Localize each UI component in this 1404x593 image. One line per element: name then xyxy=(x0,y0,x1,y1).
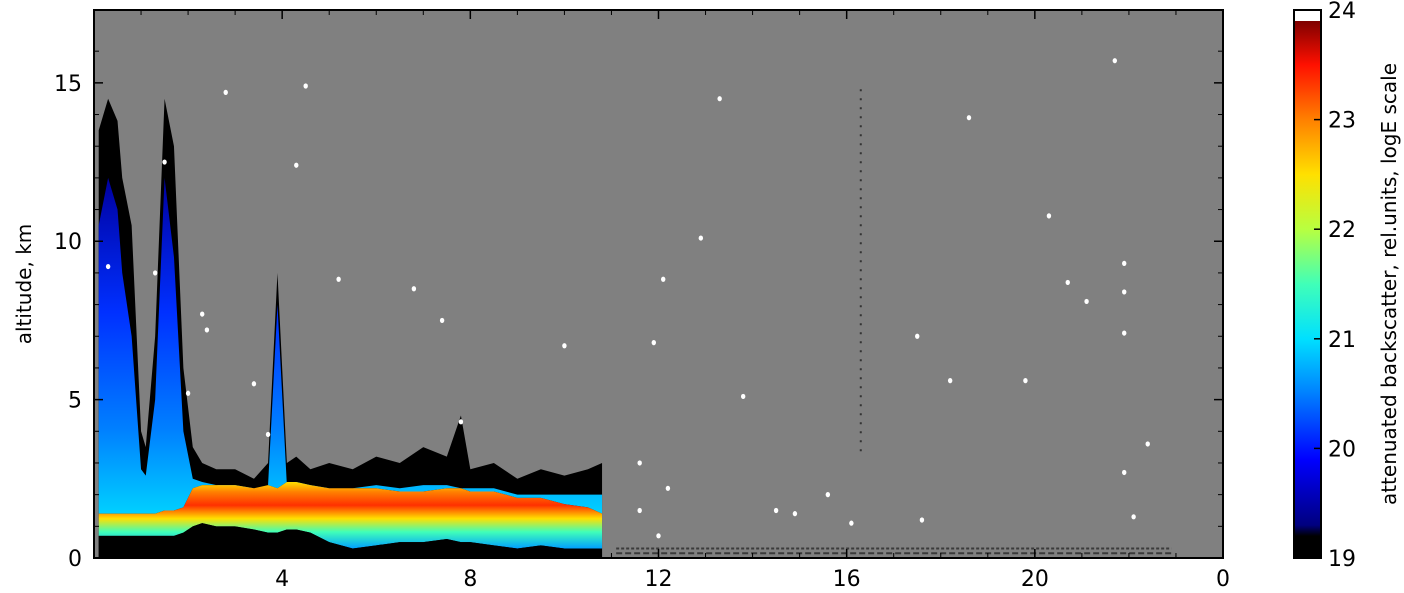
noise-point xyxy=(223,89,228,95)
noise-point xyxy=(251,381,257,387)
colorbar-tick-label: 24 xyxy=(1328,0,1356,24)
noise-point xyxy=(1046,213,1052,219)
noise-point xyxy=(336,276,341,282)
noise-point xyxy=(105,263,111,270)
noise-point xyxy=(966,115,972,121)
colorbar-ticks: 19 20 21 22 23 24 xyxy=(1314,0,1356,572)
noise-point xyxy=(411,286,417,292)
noise-point xyxy=(1112,58,1118,64)
noise-point xyxy=(665,485,671,491)
molecular-backscatter-band xyxy=(98,177,603,514)
noise-point xyxy=(651,340,656,346)
colorbar-tick-label: 21 xyxy=(1328,328,1356,353)
noise-point xyxy=(773,507,779,514)
noise-point xyxy=(1122,260,1127,267)
noise-point xyxy=(1023,378,1028,384)
colorbar-tick-label: 23 xyxy=(1328,109,1356,134)
noise-point xyxy=(294,162,299,168)
colorbar xyxy=(1293,9,1322,559)
noise-point xyxy=(740,393,746,400)
y-tick-label: 0 xyxy=(68,547,82,572)
noise-point xyxy=(656,533,661,539)
x-tick-label: 12 xyxy=(645,567,673,592)
noise-point xyxy=(947,378,953,384)
colorbar-label: attenuated backscatter, rel.units, logE … xyxy=(1377,63,1401,505)
x-tick-label: 0 xyxy=(1216,567,1230,592)
noise-point xyxy=(792,511,798,517)
noise-point xyxy=(1145,441,1150,447)
noise-point xyxy=(1122,469,1127,476)
y-axis: 0 5 10 15 xyxy=(54,50,1223,572)
noise-point xyxy=(1084,298,1089,305)
noise-point xyxy=(698,235,704,241)
x-tick-label: 8 xyxy=(463,567,477,592)
y-axis-label: altitude, km xyxy=(12,224,36,345)
x-tick-label: 20 xyxy=(1021,567,1049,592)
noise-point xyxy=(919,517,925,523)
colorbar-tick-label: 19 xyxy=(1328,547,1356,572)
y-tick-label: 15 xyxy=(54,72,82,97)
noise-point xyxy=(1122,330,1127,336)
noise-point xyxy=(661,276,666,282)
near-ground-band xyxy=(98,523,603,558)
aerosol-layer xyxy=(98,481,603,549)
noise-point xyxy=(637,507,642,514)
noise-point xyxy=(849,520,854,526)
noise-point xyxy=(152,270,158,276)
noise-point xyxy=(1122,289,1127,295)
noise-point xyxy=(303,83,308,89)
noise-point xyxy=(204,327,210,333)
noise-point xyxy=(825,492,831,498)
x-axis: 4 8 12 16 20 0 xyxy=(140,10,1230,592)
noise-point xyxy=(265,431,271,438)
x-tick-label: 16 xyxy=(833,567,861,592)
colorbar-tick-label: 20 xyxy=(1328,437,1356,462)
noise-point xyxy=(162,159,167,165)
y-tick-label: 5 xyxy=(68,389,82,414)
y-tick-label: 10 xyxy=(54,230,82,255)
noise-point xyxy=(439,317,445,324)
colorbar-tick-label: 22 xyxy=(1328,218,1356,243)
noise-point xyxy=(1131,514,1136,520)
noise-point xyxy=(562,343,567,349)
noise-point xyxy=(458,419,464,425)
noise-point xyxy=(915,333,920,339)
backscatter-layers xyxy=(98,89,1172,558)
noise-point xyxy=(1065,279,1070,286)
noise-points xyxy=(105,58,1150,539)
noise-point xyxy=(637,460,642,466)
noise-point xyxy=(199,311,205,317)
noise-point xyxy=(717,96,722,102)
x-tick-label: 4 xyxy=(275,567,289,592)
noise-point xyxy=(185,390,191,396)
